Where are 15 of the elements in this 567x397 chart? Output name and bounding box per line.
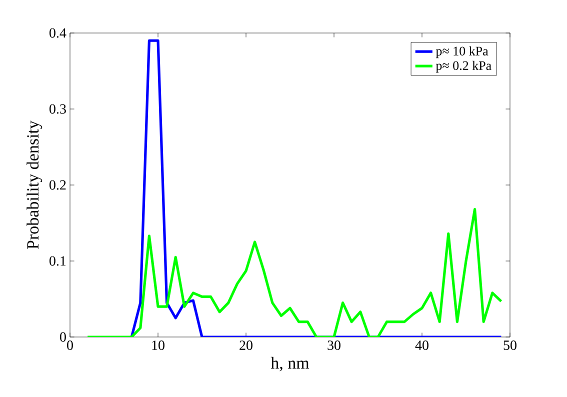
- legend-label: p≈ 10 kPa: [436, 46, 488, 58]
- y-tick-label: 0.3: [50, 104, 66, 114]
- x-tick-label: 20: [240, 340, 252, 350]
- x-tick-label: 10: [152, 340, 164, 350]
- x-axis-title: h, nm: [270, 356, 310, 372]
- y-tick-label: 0: [60, 332, 66, 342]
- x-tick-label: 40: [415, 340, 428, 350]
- x-tick-label: 0: [67, 340, 73, 350]
- x-tick-label: 50: [504, 340, 516, 350]
- y-tick-label: 0.1: [50, 256, 66, 266]
- y-axis-title: Probability density: [26, 120, 42, 249]
- legend-label: p≈ 0.2 kPa: [436, 60, 492, 73]
- y-tick-label: 0.2: [50, 180, 66, 190]
- x-tick-label: 30: [328, 340, 340, 350]
- y-tick-label: 0.4: [50, 28, 66, 38]
